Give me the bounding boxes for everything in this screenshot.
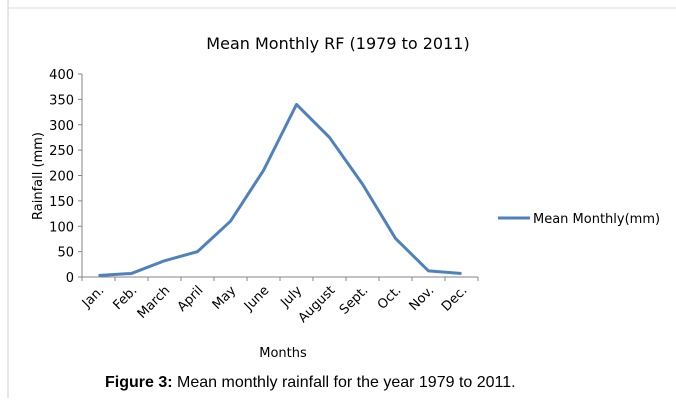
x-tick-label: Sept.	[337, 283, 371, 317]
y-tick-label: 300	[49, 119, 74, 134]
x-tick-label: Jan.	[79, 283, 107, 311]
x-tick-label: June	[241, 283, 272, 314]
x-tick-label: Oct.	[375, 283, 404, 312]
x-tick-label: May	[210, 283, 240, 313]
caption: Figure 3: Mean monthly rainfall for the …	[105, 374, 516, 391]
y-tick-label: 200	[49, 170, 74, 185]
y-tick-label: 250	[49, 144, 74, 159]
x-tick-label: August	[296, 283, 339, 326]
x-tick-label: Nov.	[407, 283, 438, 314]
line-series	[98, 102, 462, 277]
y-tick-label: 50	[57, 246, 74, 261]
chart-title: Mean Monthly RF (1979 to 2011)	[206, 34, 469, 53]
y-tick-label: 350	[49, 93, 74, 108]
legend-label: Mean Monthly(mm)	[533, 212, 660, 227]
caption-label: Figure 3:	[105, 374, 173, 391]
x-tick-label: Feb.	[111, 283, 141, 313]
x-axis-label: Months	[259, 346, 307, 361]
y-tick-label: 100	[49, 220, 74, 235]
x-tick-label: March	[135, 283, 174, 322]
y-tick-label: 150	[49, 195, 74, 210]
y-tick-label: 400	[49, 68, 74, 83]
x-tick-label: July	[277, 283, 305, 311]
x-tick-label: Dec.	[439, 283, 470, 314]
y-axis-label: Rainfall (mm)	[31, 132, 46, 220]
x-tick-label: April	[175, 283, 207, 315]
y-tick-label: 0	[66, 271, 74, 286]
caption-text: Mean monthly rainfall for the year 1979 …	[177, 374, 516, 391]
